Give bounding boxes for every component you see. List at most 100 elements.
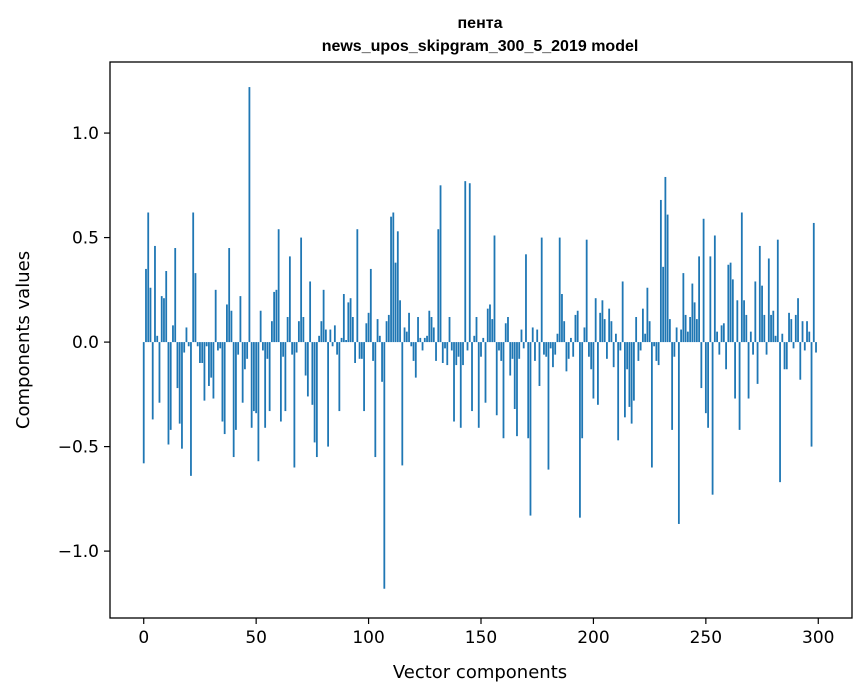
bar <box>747 342 750 399</box>
bar <box>475 317 478 343</box>
bar <box>309 281 312 343</box>
bar <box>255 342 258 414</box>
bar <box>315 342 318 458</box>
bar <box>498 342 500 351</box>
y-tick-label: −1.0 <box>58 542 99 562</box>
x-tick-label: 250 <box>690 628 722 648</box>
bar <box>495 342 498 416</box>
bar <box>729 262 732 343</box>
bar <box>169 342 172 430</box>
bar <box>466 342 469 351</box>
bar <box>235 342 237 430</box>
bar <box>151 342 154 420</box>
bar <box>711 342 714 495</box>
bar <box>572 342 575 357</box>
bar <box>689 317 692 343</box>
bar <box>264 342 267 428</box>
bar <box>612 342 615 368</box>
bar <box>248 87 251 343</box>
bar <box>464 181 467 343</box>
bar <box>446 342 449 366</box>
bar <box>655 342 658 361</box>
bar <box>306 342 309 397</box>
bar <box>176 342 179 389</box>
bar <box>513 342 516 409</box>
bar <box>273 291 276 343</box>
bar <box>430 317 433 343</box>
bar <box>754 281 757 343</box>
bar <box>707 342 709 428</box>
bar <box>725 342 727 370</box>
y-tick-label: 0.0 <box>72 333 99 353</box>
bar <box>650 342 653 468</box>
bar <box>228 248 231 343</box>
bar <box>628 342 631 407</box>
bar <box>668 319 671 343</box>
bar <box>444 342 446 349</box>
bar <box>340 337 343 343</box>
bar <box>297 321 300 343</box>
bar <box>338 342 341 412</box>
bar <box>511 342 514 359</box>
bar <box>770 314 772 343</box>
bar <box>178 342 181 424</box>
bar <box>419 337 422 343</box>
bar <box>351 317 354 343</box>
bar <box>196 342 199 347</box>
bar <box>617 342 620 441</box>
bar <box>790 319 793 343</box>
bar <box>745 314 748 343</box>
bar <box>545 342 548 357</box>
bar <box>383 342 386 589</box>
chart-title-line2: news_upos_skipgram_300_5_2019 model <box>322 38 639 55</box>
bar <box>493 235 496 343</box>
bar <box>588 342 590 357</box>
bar <box>781 333 784 343</box>
bar <box>657 342 660 366</box>
bar <box>356 229 359 343</box>
bar <box>507 317 509 343</box>
bar <box>230 310 233 343</box>
bar <box>259 310 262 343</box>
bar <box>412 342 415 361</box>
bar <box>232 342 235 458</box>
bar <box>450 342 453 351</box>
bar <box>543 342 545 355</box>
bar <box>165 271 168 343</box>
bar <box>491 319 494 343</box>
x-tick-label: 50 <box>245 628 267 648</box>
bar <box>743 300 745 343</box>
bar <box>630 342 633 424</box>
bar <box>241 342 244 403</box>
bar <box>713 235 716 343</box>
bar <box>522 342 525 349</box>
bar <box>313 342 316 443</box>
bar <box>392 212 395 343</box>
bar <box>549 342 552 349</box>
bar <box>727 264 730 343</box>
bar <box>477 342 480 428</box>
bar <box>408 312 410 343</box>
bar <box>610 321 613 343</box>
bar <box>304 342 307 376</box>
bar <box>345 340 347 343</box>
plot-area-frame <box>109 61 853 619</box>
bar <box>423 337 426 343</box>
bar <box>336 342 338 355</box>
bar <box>534 342 536 361</box>
bar <box>684 314 687 343</box>
bar <box>277 229 280 343</box>
y-axis-ticks: −1.0 −0.5 0.0 0.5 1.0 <box>58 124 110 562</box>
bar <box>686 331 689 343</box>
bar <box>599 312 602 343</box>
bar <box>585 239 588 343</box>
bar <box>531 327 534 343</box>
bar <box>500 342 503 361</box>
bar <box>262 342 264 351</box>
y-tick-label: 0.5 <box>72 229 99 249</box>
bar <box>693 302 696 343</box>
bar <box>761 285 763 343</box>
bar <box>806 321 808 343</box>
bar <box>815 342 817 353</box>
bar <box>421 342 424 351</box>
